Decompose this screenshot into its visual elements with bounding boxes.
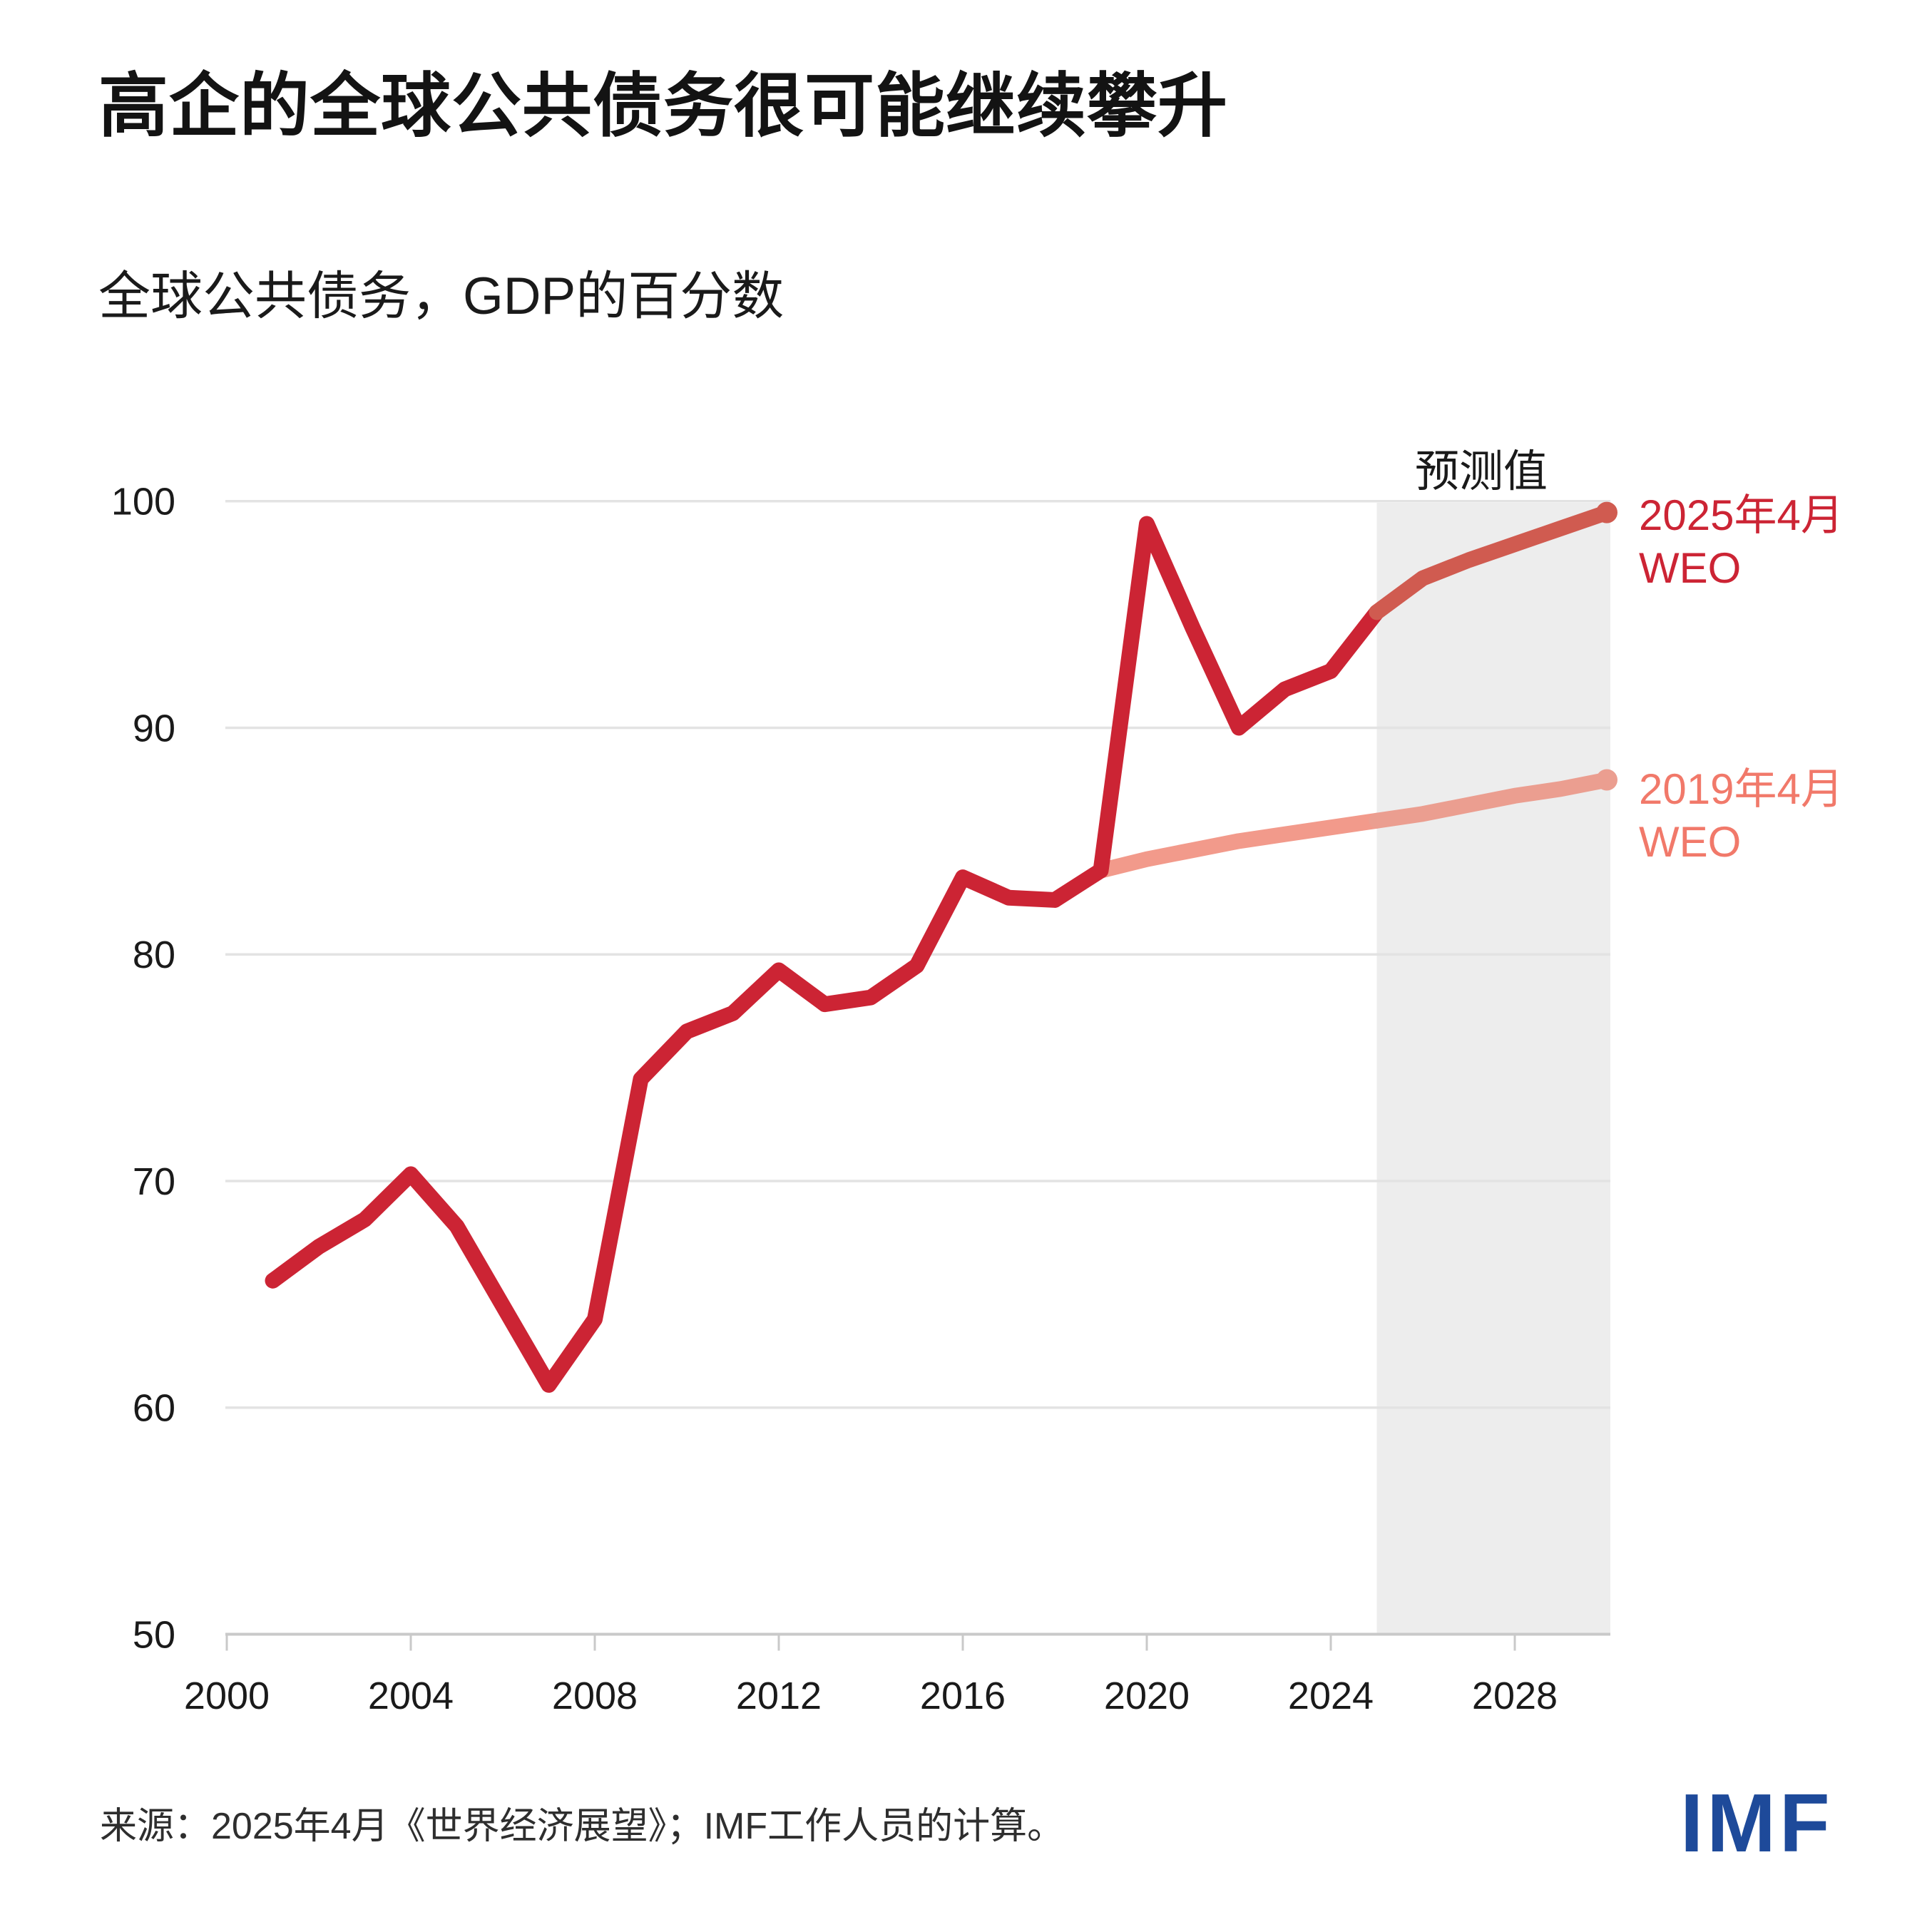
y-tick-label-70: 70 bbox=[133, 1160, 175, 1203]
legend-2019-weo: 2019年4月 WEO bbox=[1639, 763, 1924, 869]
y-tick-label-50: 50 bbox=[133, 1613, 175, 1656]
series-2025-weo-historical bbox=[265, 516, 1385, 1393]
y-tick-label-60: 60 bbox=[133, 1387, 175, 1430]
legend-2019-line1: 2019年4月 bbox=[1639, 765, 1844, 813]
series-2019-weo-historical bbox=[1093, 812, 1385, 879]
x-tick-label-2008: 2008 bbox=[552, 1675, 638, 1717]
legend-2025-line1: 2025年4月 bbox=[1639, 491, 1844, 539]
y-tick-label-80: 80 bbox=[133, 934, 175, 976]
source-note: 来源：2025年4月《世界经济展望》；IMF工作人员的计算。 bbox=[100, 1806, 1065, 1847]
series-2019-weo-end-dot bbox=[1596, 769, 1617, 791]
x-tick-label-2020: 2020 bbox=[1104, 1675, 1190, 1717]
x-tick-label-2004: 2004 bbox=[368, 1675, 454, 1717]
imf-logo: IMF bbox=[1680, 1777, 1834, 1869]
x-tick-label-2012: 2012 bbox=[736, 1675, 822, 1717]
y-tick-label-90: 90 bbox=[133, 707, 175, 750]
x-tick-label-2028: 2028 bbox=[1472, 1675, 1558, 1717]
legend-2025-line2: WEO bbox=[1639, 544, 1742, 592]
x-tick-label-2024: 2024 bbox=[1288, 1675, 1374, 1717]
forecast-band-label: 预测值 bbox=[1414, 447, 1548, 496]
x-tick-label-2000: 2000 bbox=[184, 1675, 270, 1717]
y-tick-label-100: 100 bbox=[111, 481, 175, 523]
series-2019-weo-forecast bbox=[1369, 772, 1615, 829]
legend-2025-weo: 2025年4月 WEO bbox=[1639, 489, 1924, 595]
series-2025-weo-forecast bbox=[1369, 504, 1615, 620]
series-2025-weo-end-dot bbox=[1596, 501, 1617, 523]
chart-subtitle: 全球公共债务，GDP的百分数 bbox=[98, 267, 784, 325]
page-title: 高企的全球公共债务很可能继续攀升 bbox=[98, 66, 1229, 145]
x-tick-label-2016: 2016 bbox=[920, 1675, 1006, 1717]
forecast-band bbox=[1376, 503, 1610, 1633]
legend-2019-line2: WEO bbox=[1639, 818, 1742, 866]
